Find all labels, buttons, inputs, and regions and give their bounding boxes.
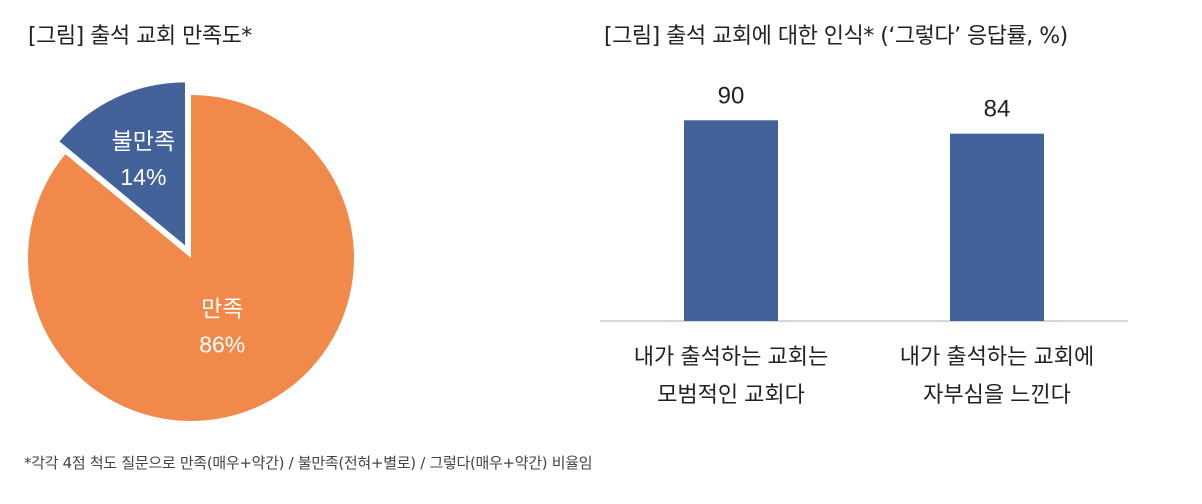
category-label: 내가 출석하는 교회는 bbox=[634, 344, 828, 369]
bar-data-label: 84 bbox=[984, 96, 1011, 123]
bar-1 bbox=[684, 120, 778, 321]
pie-slice-value: 86% bbox=[199, 331, 245, 357]
bar-data-label: 90 bbox=[718, 82, 745, 109]
category-label: 모범적인 교회다 bbox=[657, 382, 805, 407]
bar-2 bbox=[950, 133, 1044, 321]
footnote: *각각 4점 척도 질문으로 만족(매우+약간) / 불만족(전혀+별로) / … bbox=[24, 454, 593, 472]
category-label: 자부심을 느낀다 bbox=[923, 382, 1071, 407]
pie-slice-value: 14% bbox=[120, 164, 166, 190]
bar-chart-title: [그림] 출석 교회에 대한 인식* (‘그렇다’ 응답률, %) bbox=[604, 24, 1068, 49]
pie-slice-satisfied bbox=[27, 95, 355, 422]
pie-chart: 만족 86% 불만족 14% bbox=[27, 82, 355, 422]
pie-slice-label: 불만족 bbox=[112, 128, 175, 154]
pie-chart-title: [그림] 출석 교회 만족도* bbox=[28, 24, 252, 49]
category-label: 내가 출석하는 교회에 bbox=[900, 344, 1094, 369]
pie-slice-dissatisfied bbox=[59, 82, 186, 246]
pie-slice-label: 만족 bbox=[201, 295, 243, 321]
